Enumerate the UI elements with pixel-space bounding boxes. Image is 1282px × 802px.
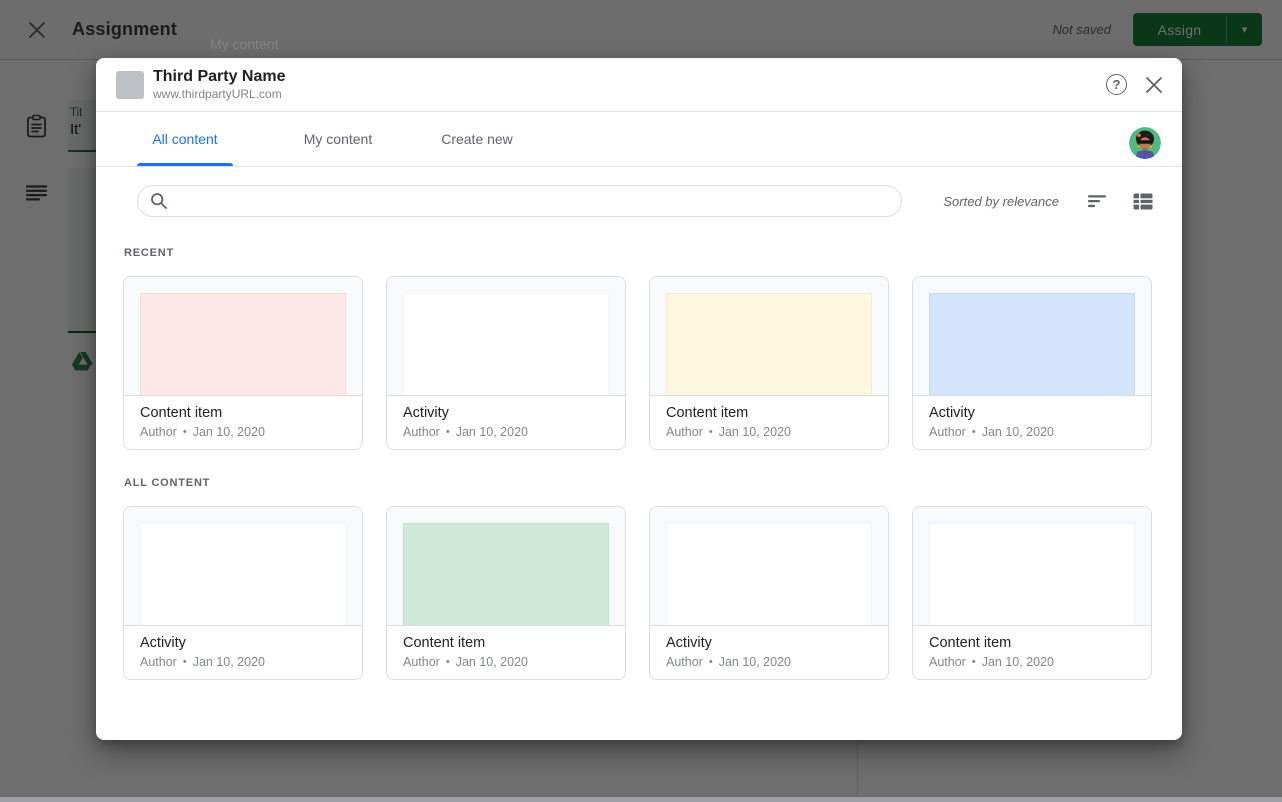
bullet-icon: • <box>445 426 450 438</box>
card-title: Activity <box>140 635 186 651</box>
search-input[interactable] <box>177 193 889 209</box>
bullet-icon: • <box>971 426 976 438</box>
content-card[interactable]: Activity Author • Jan 10, 2020 <box>912 276 1152 450</box>
content-card[interactable]: Activity Author • Jan 10, 2020 <box>386 276 626 450</box>
sort-icon <box>1088 195 1106 208</box>
section-label-recent: RECENT <box>124 247 175 259</box>
dialog-tabs: All content My content Create new <box>96 112 1182 167</box>
provider-logo <box>116 70 144 99</box>
card-meta: Author • Jan 10, 2020 <box>403 425 528 439</box>
content-card[interactable]: Content item Author • Jan 10, 2020 <box>386 506 626 680</box>
search-box[interactable] <box>137 185 902 217</box>
content-card[interactable]: Content item Author • Jan 10, 2020 <box>912 506 1152 680</box>
close-dialog-icon[interactable] <box>1144 75 1164 95</box>
help-icon[interactable]: ? <box>1106 74 1127 95</box>
card-meta: Author • Jan 10, 2020 <box>403 655 528 669</box>
card-meta: Author • Jan 10, 2020 <box>140 655 265 669</box>
card-thumbnail <box>913 277 1151 395</box>
all-content-card-grid: Activity Author • Jan 10, 2020 Content i… <box>123 506 1155 680</box>
card-thumbnail <box>913 507 1151 625</box>
card-meta: Author • Jan 10, 2020 <box>929 655 1054 669</box>
content-card[interactable]: Activity Author • Jan 10, 2020 <box>649 506 889 680</box>
provider-url: www.thirdpartyURL.com <box>153 87 282 101</box>
card-thumbnail <box>124 277 362 395</box>
card-title: Activity <box>403 405 449 421</box>
tab-my-content[interactable]: My content <box>303 131 373 147</box>
bullet-icon: • <box>708 656 713 668</box>
card-meta: Author • Jan 10, 2020 <box>666 425 791 439</box>
section-label-all-content: ALL CONTENT <box>124 477 211 489</box>
card-title: Content item <box>403 635 486 651</box>
card-thumbnail <box>650 507 888 625</box>
bullet-icon: • <box>708 426 713 438</box>
ghost-tab-label: My content <box>210 36 279 52</box>
sorted-by-label: Sorted by relevance <box>943 193 1059 209</box>
bullet-icon: • <box>445 656 450 668</box>
search-icon <box>151 193 167 209</box>
horizontal-scrollbar[interactable] <box>0 797 1282 802</box>
sort-button[interactable] <box>1087 192 1107 210</box>
provider-name: Third Party Name <box>153 68 286 85</box>
tab-create-new[interactable]: Create new <box>441 131 513 147</box>
content-card[interactable]: Content item Author • Jan 10, 2020 <box>649 276 889 450</box>
content-card[interactable]: Content item Author • Jan 10, 2020 <box>123 276 363 450</box>
card-meta: Author • Jan 10, 2020 <box>666 655 791 669</box>
card-title: Content item <box>666 405 749 421</box>
bullet-icon: • <box>971 656 976 668</box>
tab-all-content[interactable]: All content <box>137 112 233 166</box>
third-party-picker-dialog: Third Party Name www.thirdpartyURL.com ?… <box>96 58 1182 740</box>
recent-card-grid: Content item Author • Jan 10, 2020 Activ… <box>123 276 1155 450</box>
avatar[interactable] <box>1129 127 1161 159</box>
card-title: Activity <box>929 405 975 421</box>
card-thumbnail <box>387 507 625 625</box>
card-thumbnail <box>387 277 625 395</box>
view-list-button[interactable] <box>1133 193 1153 210</box>
bullet-icon: • <box>182 426 187 438</box>
view-list-icon <box>1133 193 1153 209</box>
card-thumbnail <box>124 507 362 625</box>
card-title: Content item <box>929 635 1012 651</box>
content-card[interactable]: Activity Author • Jan 10, 2020 <box>123 506 363 680</box>
card-meta: Author • Jan 10, 2020 <box>929 425 1054 439</box>
bullet-icon: • <box>182 656 187 668</box>
card-title: Content item <box>140 405 223 421</box>
card-meta: Author • Jan 10, 2020 <box>140 425 265 439</box>
search-row: Sorted by relevance <box>137 185 1153 217</box>
card-title: Activity <box>666 635 712 651</box>
card-thumbnail <box>650 277 888 395</box>
dialog-header: Third Party Name www.thirdpartyURL.com ? <box>96 58 1182 112</box>
